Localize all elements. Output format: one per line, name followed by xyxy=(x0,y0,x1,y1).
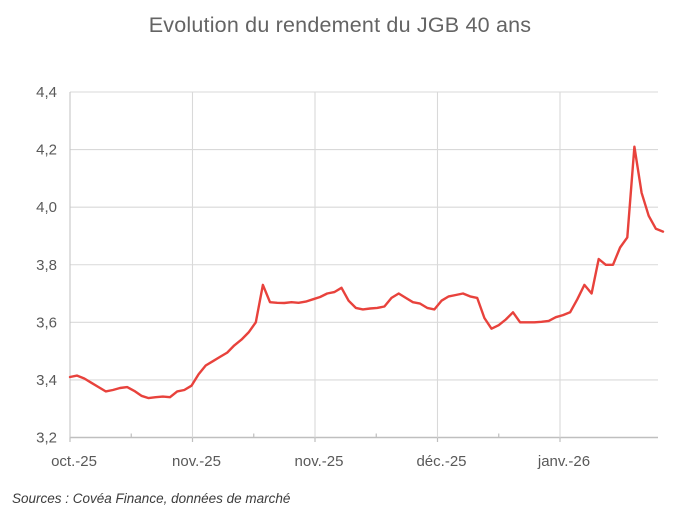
y-tick-label: 3,2 xyxy=(36,430,57,447)
y-tick-label: 3,8 xyxy=(36,257,57,274)
chart-title: Evolution du rendement du JGB 40 ans xyxy=(148,13,532,37)
y-tick-label: 4,4 xyxy=(36,84,57,101)
yield-line xyxy=(68,145,665,400)
x-tick-label: janv.-26 xyxy=(537,453,590,470)
y-tick-label: 3,4 xyxy=(36,372,57,389)
x-tick-label: oct.-25 xyxy=(51,453,97,470)
x-tick-label: nov.-25 xyxy=(295,453,344,470)
source-note: Sources : Covéa Finance, données de marc… xyxy=(12,491,291,506)
x-tick-label: déc.-25 xyxy=(416,453,466,470)
y-tick-label: 3,6 xyxy=(36,314,57,331)
y-tick-label: 4,2 xyxy=(36,142,57,159)
y-tick-label: 4,0 xyxy=(36,199,57,216)
x-tick-label: nov.-25 xyxy=(172,453,221,470)
